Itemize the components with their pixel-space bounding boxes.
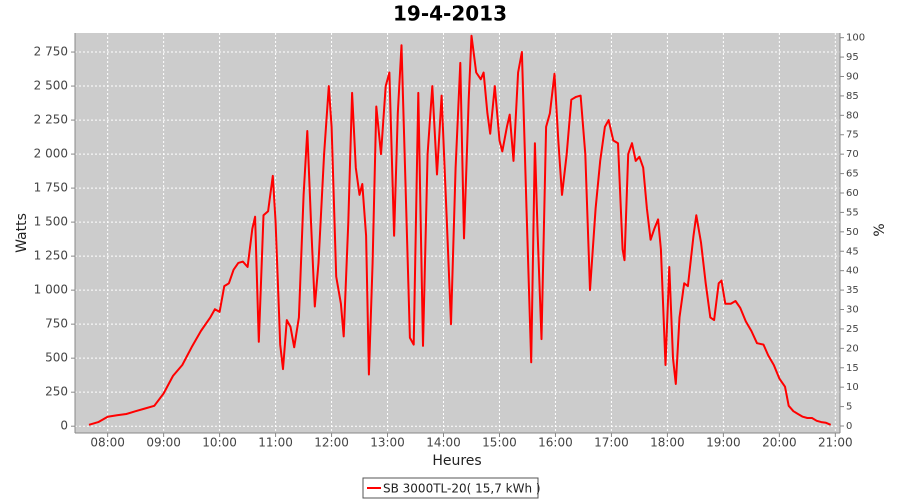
y2-tick-label: 20	[846, 343, 859, 354]
y2-tick-label: 100	[846, 33, 865, 44]
legend	[362, 477, 539, 499]
chart-title: 19-4-2013	[393, 2, 507, 26]
y2-tick-label: 15	[846, 363, 859, 374]
y2-tick-label: 5	[846, 402, 852, 413]
x-axis-label: Heures	[432, 453, 481, 469]
y2-tick-label: 10	[846, 382, 859, 393]
y2-tick-label: 30	[846, 305, 859, 316]
y-tick-label: 500	[45, 351, 68, 365]
y-tick-label: 1 750	[34, 181, 68, 195]
y2-tick-label: 40	[846, 266, 859, 277]
y2-tick-label: 80	[846, 110, 859, 121]
x-tick-label: 08:00	[90, 436, 125, 450]
y2-tick-label: 75	[846, 130, 859, 141]
y2-tick-label: 35	[846, 285, 859, 296]
x-tick-label: 12:00	[314, 436, 349, 450]
x-tick-label: 18:00	[650, 436, 685, 450]
x-tick-label: 14:00	[426, 436, 461, 450]
y-tick-label: 0	[60, 419, 68, 433]
y2-tick-label: 90	[846, 71, 859, 82]
plot-area	[75, 33, 840, 433]
y2-tick-label: 45	[846, 246, 859, 257]
y2-tick-label: 0	[846, 421, 852, 432]
y-tick-label: 2 000	[34, 147, 68, 161]
y-tick-label: 2 750	[34, 45, 68, 59]
y-tick-label: 250	[45, 385, 68, 399]
y-tick-label: 750	[45, 317, 68, 331]
legend-label: SB 3000TL-20( 15,7 kWh )	[383, 482, 541, 496]
y2-tick-label: 60	[846, 188, 859, 199]
y2-tick-label: 25	[846, 324, 859, 335]
y2-tick-label: 70	[846, 149, 859, 160]
y2-tick-label: 85	[846, 91, 859, 102]
y2-tick-label: 95	[846, 52, 859, 63]
x-tick-label: 09:00	[146, 436, 181, 450]
x-tick-label: 19:00	[706, 436, 741, 450]
y-axis-label: Watts	[14, 213, 30, 253]
x-tick-label: 15:00	[482, 436, 517, 450]
y-tick-label: 1 250	[34, 249, 68, 263]
y2-tick-label: 65	[846, 169, 859, 180]
y2-axis-label: %	[872, 223, 888, 236]
y2-tick-label: 55	[846, 207, 859, 218]
x-tick-label: 21:00	[818, 436, 853, 450]
x-tick-label: 13:00	[370, 436, 405, 450]
x-tick-label: 20:00	[762, 436, 797, 450]
x-tick-label: 11:00	[258, 436, 293, 450]
x-tick-label: 16:00	[538, 436, 573, 450]
y-tick-label: 1 000	[34, 283, 68, 297]
y-tick-label: 2 500	[34, 79, 68, 93]
x-tick-label: 17:00	[594, 436, 629, 450]
y2-tick-label: 50	[846, 227, 859, 238]
y-tick-label: 1 500	[34, 215, 68, 229]
data-line	[88, 34, 832, 426]
y-tick-label: 2 250	[34, 113, 68, 127]
x-tick-label: 10:00	[202, 436, 237, 450]
